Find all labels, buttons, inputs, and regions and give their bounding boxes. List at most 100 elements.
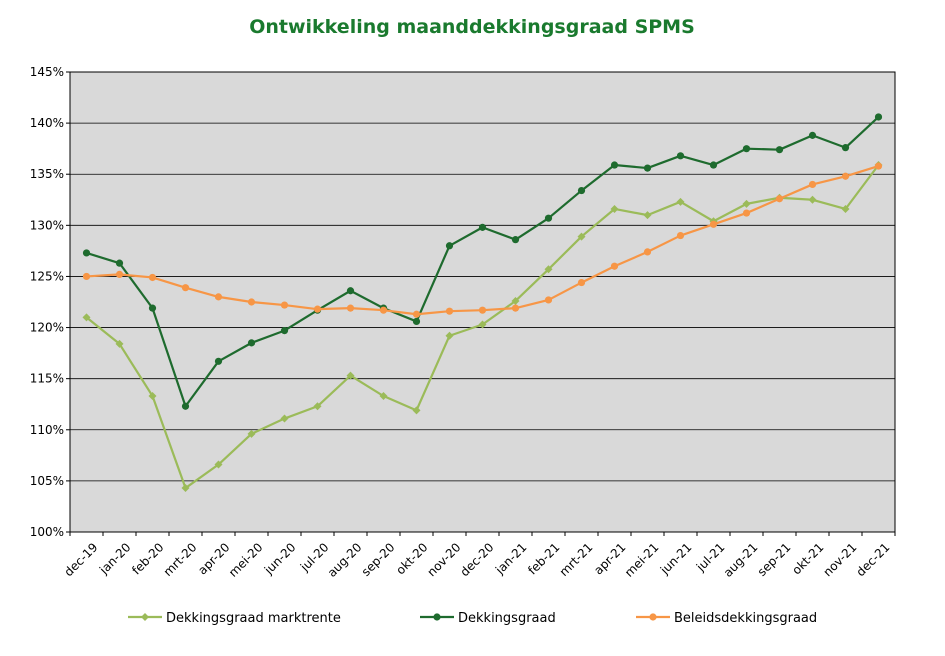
legend-label: Dekkingsgraad marktrente [166,611,341,626]
x-tick-label: okt-20 [393,540,430,577]
x-tick-label: nov-20 [424,540,463,579]
data-point [874,113,883,121]
series-beleidsdekkingsgraad [82,162,883,318]
data-point [445,242,454,250]
x-tick-label: sep-21 [755,540,794,579]
x-tick-label: feb-21 [525,540,562,577]
y-tick-label: 120% [30,321,64,335]
data-point [742,145,751,153]
data-point [148,273,157,282]
series-dekkingsgraad-marktrente [82,161,883,493]
data-point [280,327,289,335]
y-tick-label: 145% [30,65,64,79]
data-point [610,204,619,213]
data-point [214,460,223,469]
data-point [676,231,685,240]
data-point [280,301,289,309]
data-point [676,197,685,206]
x-tick-label: jan-20 [96,540,133,577]
x-tick-label: jun-20 [261,540,299,578]
data-point [511,304,520,312]
data-point [148,392,157,401]
data-point [610,262,619,270]
plot-area [69,71,896,533]
x-tick-label: dec-21 [854,540,893,579]
data-point [148,304,157,312]
data-point [544,296,553,304]
data-point [577,232,586,241]
legend-marker [141,613,149,621]
y-tick-label: 125% [30,269,64,283]
data-point [115,339,124,348]
data-point [742,209,751,217]
data-point [874,162,883,170]
data-point [412,310,421,318]
x-tick-label: nov-21 [820,540,859,579]
y-tick-label: 115% [30,372,64,386]
data-point [379,392,388,401]
data-point [808,131,817,139]
data-point [577,278,586,287]
data-point [610,161,619,169]
x-tick-label: okt-21 [789,540,826,577]
chart-title: Ontwikkeling maanddekkingsgraad SPMS [249,16,695,38]
data-point [841,204,850,213]
data-point [214,293,223,301]
data-point [280,414,289,423]
data-point [775,195,784,203]
data-point [82,272,91,281]
data-point [478,306,487,314]
legend-marker [433,613,441,621]
x-tick-label: mei-21 [622,540,662,580]
data-point [841,172,850,180]
data-point [808,180,817,189]
series-layer [82,113,883,493]
legend: Dekkingsgraad marktrente Dekkingsgraad Bel… [128,611,817,626]
legend-item: Dekkingsgraad marktrente [128,611,341,626]
x-tick-label: sep-20 [359,540,398,579]
y-tick-label: 110% [30,423,64,437]
data-point [478,320,487,329]
x-tick-label: jan-21 [492,540,529,577]
x-tick-label: dec-19 [62,540,101,579]
series-dekkingsgraad [82,113,883,410]
y-tick-label: 130% [30,218,64,232]
data-point [346,287,355,295]
x-tick-label: dec-20 [458,540,497,579]
data-point [247,298,256,306]
data-point [412,317,421,326]
data-point [214,357,223,365]
data-point [445,331,454,340]
legend-item: Dekkingsgraad [420,611,556,626]
x-tick-label: mei-20 [226,540,266,580]
legend-label: Dekkingsgraad [458,611,556,626]
data-point [181,284,190,292]
x-tick-label: aug-20 [325,540,365,580]
data-point [346,304,355,312]
data-point [478,223,487,231]
data-point [313,402,322,411]
legend-label: Beleidsdekkingsgraad [674,611,817,626]
data-point [709,220,718,228]
data-point [808,195,817,204]
x-tick-label: mrt-21 [557,540,596,579]
data-point [511,236,520,244]
data-point [181,484,190,493]
y-axis-ticks: 100% 105% 110% 115% 120% 125% 130% 135% 140% 145% [30,65,70,539]
y-tick-label: 135% [30,167,64,181]
data-point [709,161,718,169]
data-point [643,164,652,172]
legend-marker [649,613,657,621]
data-point [82,249,91,257]
data-point [643,211,652,220]
data-point [742,199,751,208]
x-tick-label: aug-21 [721,540,761,580]
data-point [643,248,652,256]
x-tick-label: mrt-20 [161,540,200,579]
y-tick-label: 105% [30,474,64,488]
x-tick-label: feb-20 [129,540,166,577]
data-point [577,186,586,195]
data-point [511,296,520,305]
